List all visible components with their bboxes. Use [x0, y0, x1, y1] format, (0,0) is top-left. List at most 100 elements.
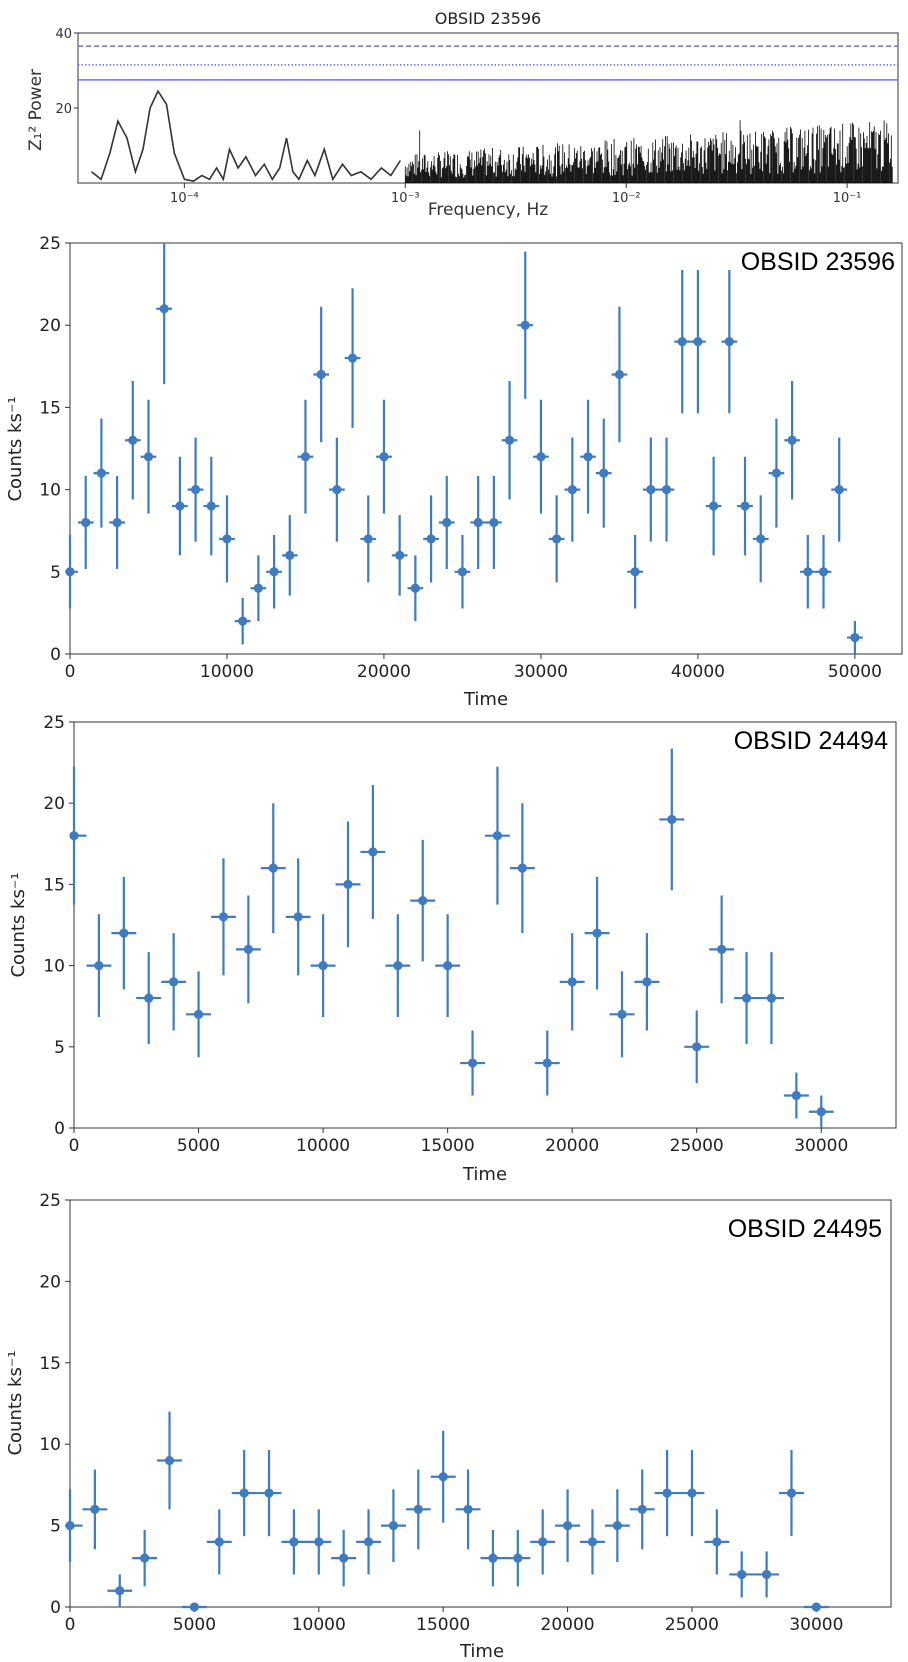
data-point — [281, 1509, 307, 1575]
x-tick-label: 20000 — [541, 1615, 595, 1635]
marker — [646, 485, 656, 495]
data-point — [360, 495, 377, 583]
marker — [709, 501, 719, 511]
marker — [816, 1107, 826, 1117]
data-point — [231, 1449, 257, 1537]
x-tick-label: 40000 — [671, 662, 725, 682]
periodogram-series — [91, 89, 893, 183]
x-tick-label: 10⁻³ — [391, 191, 420, 206]
marker — [642, 977, 652, 987]
data-point — [674, 269, 691, 414]
x-tick-label: 30000 — [514, 662, 568, 682]
marker — [269, 567, 279, 577]
data-point — [611, 306, 628, 443]
data-point — [559, 933, 585, 1031]
data-point — [157, 1411, 182, 1510]
data-point — [634, 933, 660, 1031]
data-point — [86, 914, 112, 1017]
marker — [520, 320, 530, 330]
lightcurve-23596-x-label: Time — [463, 689, 508, 710]
data-point — [831, 437, 848, 542]
marker — [489, 517, 499, 528]
marker — [771, 468, 782, 478]
data-point — [250, 555, 267, 622]
lightcurve-24495-y-label: Counts ks⁻¹ — [5, 1350, 26, 1455]
marker — [96, 468, 106, 478]
marker — [190, 485, 201, 495]
marker — [112, 517, 122, 528]
data-point — [124, 381, 141, 500]
marker — [90, 1504, 100, 1514]
marker — [238, 616, 248, 626]
x-tick-label: 10000 — [292, 1615, 346, 1635]
marker — [388, 1521, 399, 1531]
data-point — [759, 952, 784, 1045]
data-point — [737, 456, 753, 556]
data-point — [405, 1469, 431, 1550]
marker — [737, 1569, 747, 1580]
marker — [592, 928, 602, 938]
data-point — [111, 876, 137, 990]
data-point — [555, 1489, 581, 1563]
data-point — [754, 1551, 780, 1598]
marker — [766, 993, 777, 1003]
y-tick-label: 20 — [39, 1272, 61, 1292]
marker — [189, 1602, 199, 1612]
data-point — [642, 437, 659, 542]
data-point — [783, 1072, 809, 1119]
marker — [661, 485, 672, 495]
data-point — [580, 399, 596, 514]
marker — [457, 567, 468, 577]
marker — [538, 1537, 548, 1547]
data-point — [69, 766, 87, 905]
marker — [488, 1553, 498, 1563]
y-tick-label: 5 — [50, 1517, 61, 1537]
marker — [443, 961, 453, 971]
data-point — [65, 1489, 83, 1563]
marker — [175, 501, 185, 511]
marker — [834, 485, 844, 495]
marker — [567, 977, 577, 987]
data-point — [454, 535, 471, 609]
marker — [218, 912, 229, 922]
x-tick-label: 50000 — [828, 662, 882, 682]
marker — [214, 1537, 224, 1547]
data-point — [266, 535, 282, 609]
data-point — [548, 495, 565, 583]
marker — [264, 1488, 274, 1498]
periodogram-axes: 20 40 10⁻⁴ 10⁻³ 10⁻² 10⁻¹ — [55, 27, 861, 206]
x-tick-label: 0 — [65, 662, 76, 682]
data-point — [779, 1449, 804, 1537]
x-tick-label: 30000 — [789, 1615, 843, 1635]
marker — [243, 944, 253, 954]
marker — [140, 1553, 150, 1563]
marker — [289, 1537, 299, 1547]
data-point — [658, 437, 675, 542]
data-point — [564, 437, 581, 542]
marker — [614, 369, 625, 380]
marker — [630, 567, 640, 577]
marker — [717, 944, 727, 954]
marker — [504, 435, 515, 445]
data-point — [331, 1529, 357, 1587]
marker — [144, 993, 154, 1003]
data-point — [808, 1095, 834, 1128]
lightcurve-24494-panel: 0 5 10 15 20 25 0 5000 10000 15000 20000 25000 30000… — [8, 713, 897, 1185]
y-tick-label: 20 — [55, 102, 72, 117]
data-point — [815, 535, 832, 609]
marker — [712, 1537, 722, 1547]
data-point — [679, 1449, 705, 1537]
data-point — [206, 1509, 232, 1575]
y-tick-label: 25 — [39, 1191, 61, 1211]
data-point — [360, 784, 386, 919]
data-point — [385, 914, 411, 1017]
marker — [637, 1504, 647, 1514]
marker — [599, 468, 609, 478]
x-tick-label: 10000 — [296, 1136, 350, 1156]
y-tick-label: 15 — [43, 875, 65, 895]
marker — [293, 912, 303, 922]
data-point — [219, 495, 235, 583]
marker — [567, 485, 577, 495]
marker — [314, 1537, 324, 1547]
